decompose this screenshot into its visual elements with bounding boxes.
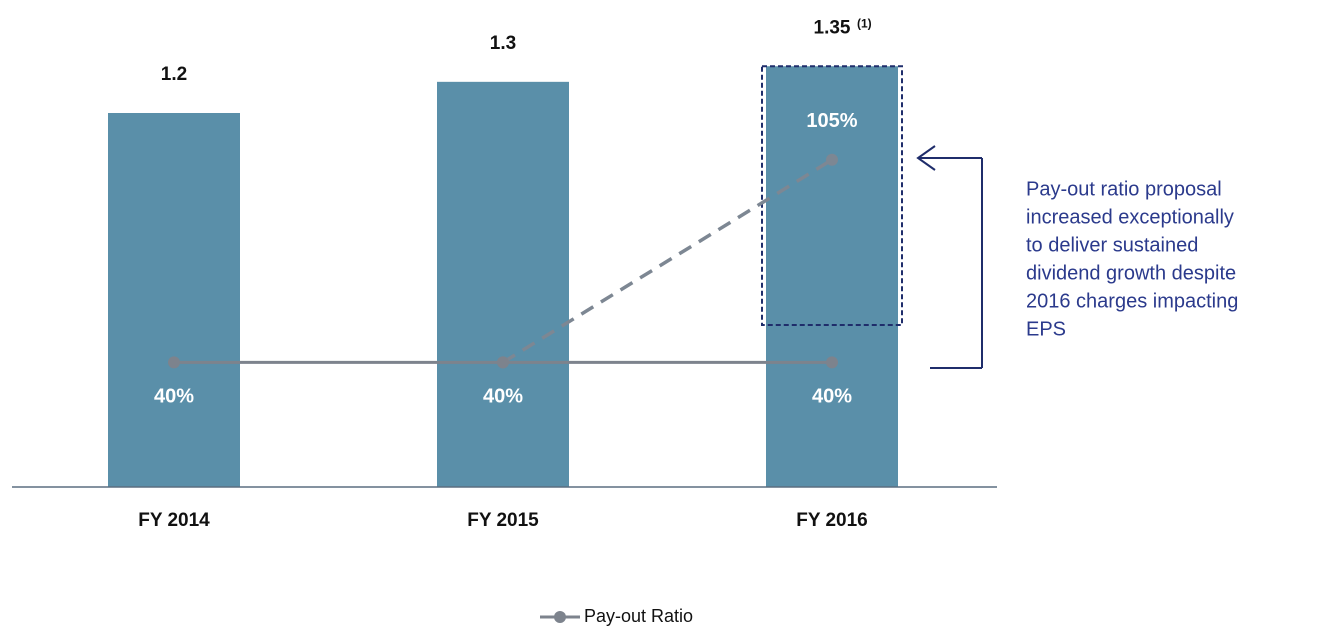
annotation-line: to deliver sustained: [1026, 234, 1198, 256]
annotation-line: dividend growth despite: [1026, 262, 1236, 284]
highlight-box: [761, 65, 903, 326]
legend-marker: [554, 611, 566, 623]
category-label: FY 2016: [796, 510, 867, 531]
annotation-line: Pay-out ratio proposal: [1026, 178, 1222, 200]
bracket: [916, 145, 983, 369]
bar-value-label: 1.35: [814, 17, 851, 38]
legend-label: Pay-out Ratio: [584, 606, 693, 626]
payout-point: [497, 356, 509, 369]
annotation-line: 2016 charges impacting: [1026, 290, 1238, 312]
annotation-line: increased exceptionally: [1026, 206, 1234, 228]
proposed-point: [826, 153, 838, 166]
category-label: FY 2015: [467, 510, 539, 531]
bar: [108, 113, 240, 487]
bar: [437, 81, 569, 487]
bar-value-label: 1.2: [161, 64, 187, 85]
category-label: FY 2014: [138, 510, 210, 531]
proposed-line: [502, 158, 833, 364]
payout-value-label: 40%: [483, 386, 523, 408]
proposed-value-label: 105%: [806, 110, 857, 132]
annotation-line: EPS: [1026, 318, 1066, 340]
payout-value-label: 40%: [154, 386, 194, 408]
payout-point: [168, 356, 180, 369]
payout-value-label: 40%: [812, 386, 852, 408]
bar-value-label: 1.3: [490, 33, 516, 54]
bar: [766, 66, 898, 487]
footnote-marker: (1): [857, 16, 872, 30]
payout-point: [826, 356, 838, 369]
